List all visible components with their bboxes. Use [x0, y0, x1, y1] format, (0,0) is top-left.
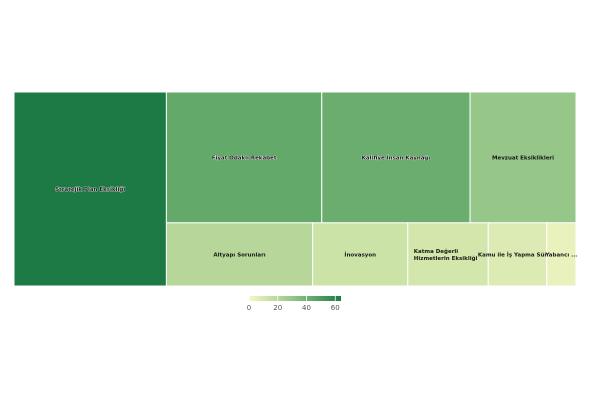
cell-label: Katma Değerli — [414, 249, 459, 255]
cell-rect — [546, 222, 577, 287]
colorbar-tick-label: 60 — [331, 304, 340, 312]
colorbar: 0 20 40 60 — [247, 296, 341, 312]
cell-rect — [321, 91, 471, 224]
cell-mevzuat-eksiklikleri[interactable]: Mevzuat Eksiklikleri — [469, 91, 577, 224]
cell-label: Kalifiye İnsan Kaynağı — [362, 154, 431, 161]
cell-rect — [487, 222, 548, 287]
cell-label: Hizmetlerin Eksikliği — [414, 256, 478, 262]
cell-label: Stratejik Plan Eksikliği — [55, 187, 125, 193]
cell-label: Yabancı ... — [544, 252, 577, 258]
cell-fiyat-odakli-rekabet[interactable]: Fiyat Odaklı Rekabet — [165, 91, 323, 224]
cell-i-novasyon[interactable]: İnovasyon — [312, 222, 409, 287]
colorbar-tick-label: 20 — [273, 304, 282, 312]
colorbar-gradient — [249, 296, 341, 301]
cell-rect — [13, 91, 167, 287]
cell-yabanci[interactable]: Yabancı ... — [544, 222, 577, 287]
cell-rect — [165, 222, 314, 287]
cell-label: Fiyat Odaklı Rekabet — [212, 155, 277, 161]
cell-label: Mevzuat Eksiklikleri — [492, 155, 554, 161]
cell-label: Kamu ile İş Yapma Süre... — [478, 251, 557, 258]
cell-kalifiye-i-nsan-kaynagi[interactable]: Kalifiye İnsan Kaynağı — [321, 91, 471, 224]
colorbar-tick-label: 0 — [247, 304, 251, 312]
cell-label: İnovasyon — [344, 251, 376, 258]
colorbar-tick-label: 40 — [302, 304, 311, 312]
cell-rect — [165, 91, 323, 224]
cell-kamu-ile-i-s-yapma-sure[interactable]: Kamu ile İş Yapma Süre... — [478, 222, 557, 287]
cell-altyapi-sorunlari[interactable]: Altyapı Sorunları — [165, 222, 314, 287]
cell-label: Altyapı Sorunları — [213, 252, 265, 258]
cell-rect — [312, 222, 409, 287]
treemap-cells: Stratejik Plan Eksikliği Fiyat Odaklı Rek… — [13, 91, 577, 287]
cell-rect — [407, 222, 489, 287]
cell-rect — [469, 91, 577, 224]
cell-stratejik-plan-eksikligi[interactable]: Stratejik Plan Eksikliği — [13, 91, 167, 287]
